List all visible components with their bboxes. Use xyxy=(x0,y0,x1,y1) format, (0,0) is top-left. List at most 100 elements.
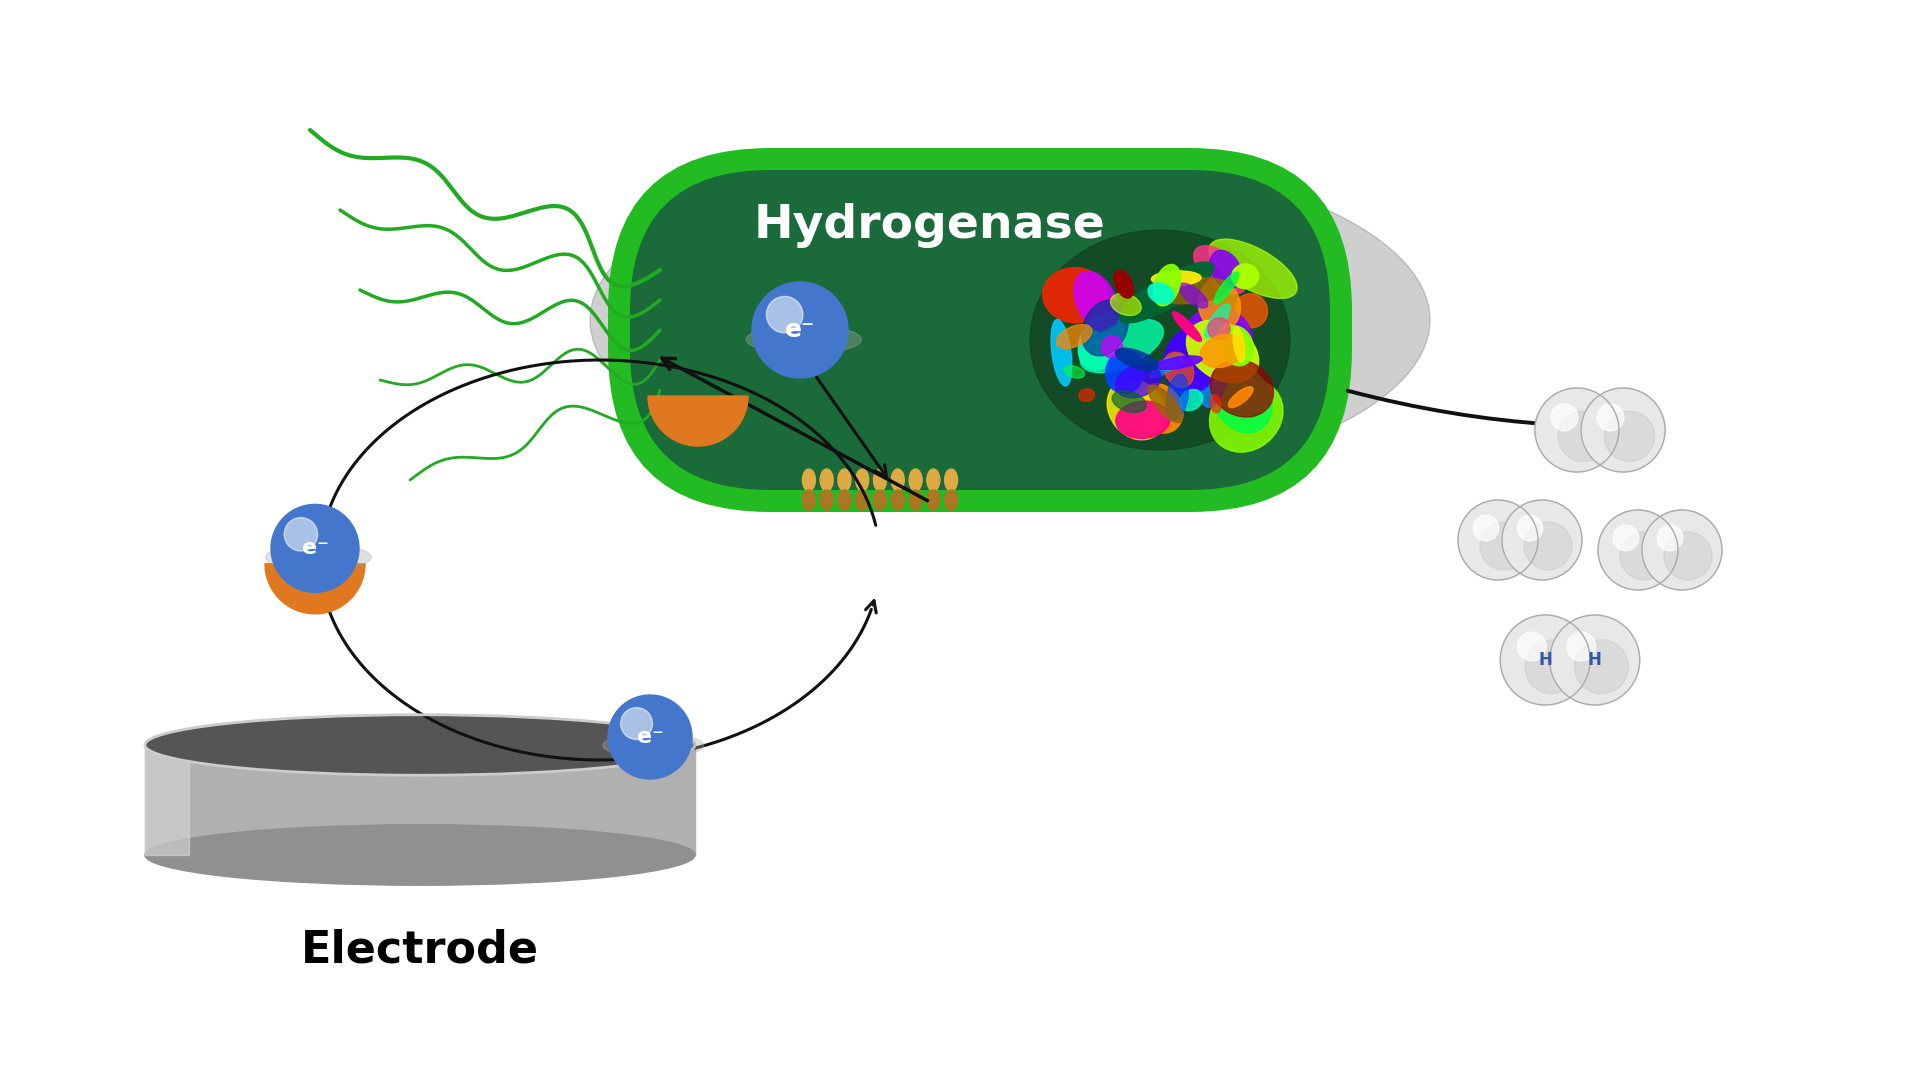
Ellipse shape xyxy=(1186,321,1259,383)
Ellipse shape xyxy=(1524,522,1572,570)
Circle shape xyxy=(766,296,802,333)
Text: e⁻: e⁻ xyxy=(637,727,664,747)
Text: Hydrogenase: Hydrogenase xyxy=(754,203,1105,247)
Ellipse shape xyxy=(1211,395,1220,413)
Ellipse shape xyxy=(589,152,1430,488)
Circle shape xyxy=(1458,500,1537,580)
Text: e⁻: e⁻ xyxy=(301,539,328,558)
Ellipse shape xyxy=(1228,387,1253,407)
Text: H: H xyxy=(1587,651,1602,669)
Ellipse shape xyxy=(1148,386,1182,422)
Ellipse shape xyxy=(819,490,833,510)
FancyBboxPatch shape xyxy=(629,170,1330,490)
Circle shape xyxy=(1474,515,1499,541)
Ellipse shape xyxy=(1234,294,1267,328)
Ellipse shape xyxy=(1153,356,1201,369)
Circle shape xyxy=(1518,632,1547,661)
Ellipse shape xyxy=(1042,268,1107,323)
Ellipse shape xyxy=(927,490,940,510)
Ellipse shape xyxy=(819,469,833,491)
Ellipse shape xyxy=(890,469,904,491)
Ellipse shape xyxy=(1163,352,1194,388)
Text: Electrode: Electrode xyxy=(301,929,539,972)
Circle shape xyxy=(271,504,359,593)
Ellipse shape xyxy=(1234,326,1245,362)
Ellipse shape xyxy=(856,469,869,491)
Ellipse shape xyxy=(1215,272,1238,303)
Ellipse shape xyxy=(1115,365,1161,397)
Ellipse shape xyxy=(1155,357,1184,370)
Ellipse shape xyxy=(873,469,887,491)
Ellipse shape xyxy=(1620,532,1668,580)
Ellipse shape xyxy=(1574,639,1629,693)
Ellipse shape xyxy=(1205,303,1230,338)
Text: e⁻: e⁻ xyxy=(785,318,816,342)
Ellipse shape xyxy=(1148,283,1174,303)
Ellipse shape xyxy=(1115,401,1171,438)
Ellipse shape xyxy=(1078,389,1094,402)
Ellipse shape xyxy=(1080,320,1163,373)
Circle shape xyxy=(1535,388,1620,472)
Ellipse shape xyxy=(1115,348,1159,370)
Ellipse shape xyxy=(1664,532,1712,580)
Ellipse shape xyxy=(146,715,695,775)
Circle shape xyxy=(1614,525,1639,551)
Ellipse shape xyxy=(1480,522,1528,570)
Ellipse shape xyxy=(1209,380,1284,453)
Ellipse shape xyxy=(1178,283,1207,308)
Ellipse shape xyxy=(839,490,850,510)
Ellipse shape xyxy=(1220,326,1253,366)
Ellipse shape xyxy=(1526,639,1579,693)
Ellipse shape xyxy=(873,490,887,510)
Ellipse shape xyxy=(1167,375,1188,420)
Circle shape xyxy=(1501,615,1591,705)
Ellipse shape xyxy=(1211,365,1272,433)
Ellipse shape xyxy=(1107,379,1165,440)
Ellipse shape xyxy=(839,469,850,491)
Polygon shape xyxy=(649,396,748,446)
Circle shape xyxy=(284,517,319,551)
Ellipse shape xyxy=(603,733,704,758)
Ellipse shape xyxy=(1199,335,1245,367)
Ellipse shape xyxy=(890,490,904,510)
Ellipse shape xyxy=(856,490,869,510)
Circle shape xyxy=(1551,615,1639,705)
Circle shape xyxy=(752,282,848,378)
Ellipse shape xyxy=(1102,336,1123,357)
Ellipse shape xyxy=(1063,366,1084,378)
Ellipse shape xyxy=(146,825,695,886)
Ellipse shape xyxy=(1113,391,1146,413)
Circle shape xyxy=(1566,632,1597,661)
FancyBboxPatch shape xyxy=(608,148,1353,512)
Ellipse shape xyxy=(910,490,921,510)
Ellipse shape xyxy=(1180,390,1203,410)
Ellipse shape xyxy=(1173,312,1201,341)
Circle shape xyxy=(1658,525,1683,551)
Ellipse shape xyxy=(1209,251,1242,288)
Ellipse shape xyxy=(1057,325,1092,349)
Ellipse shape xyxy=(1075,271,1119,332)
Ellipse shape xyxy=(1232,264,1259,288)
Circle shape xyxy=(620,707,652,740)
Ellipse shape xyxy=(265,544,370,570)
Ellipse shape xyxy=(1119,262,1213,323)
Ellipse shape xyxy=(1207,318,1230,339)
Ellipse shape xyxy=(944,469,958,491)
Ellipse shape xyxy=(910,469,921,491)
Ellipse shape xyxy=(1113,270,1134,298)
Ellipse shape xyxy=(1197,333,1230,407)
Polygon shape xyxy=(265,564,365,613)
Ellipse shape xyxy=(1105,350,1144,393)
Ellipse shape xyxy=(1163,327,1219,394)
Ellipse shape xyxy=(1558,411,1608,461)
Ellipse shape xyxy=(1151,271,1201,286)
Ellipse shape xyxy=(1157,278,1230,303)
Ellipse shape xyxy=(1111,294,1142,315)
Ellipse shape xyxy=(1209,239,1297,298)
Ellipse shape xyxy=(1186,307,1253,366)
Ellipse shape xyxy=(1197,280,1240,330)
Ellipse shape xyxy=(944,490,958,510)
Ellipse shape xyxy=(802,490,816,510)
Ellipse shape xyxy=(927,469,940,491)
Circle shape xyxy=(1597,404,1623,431)
